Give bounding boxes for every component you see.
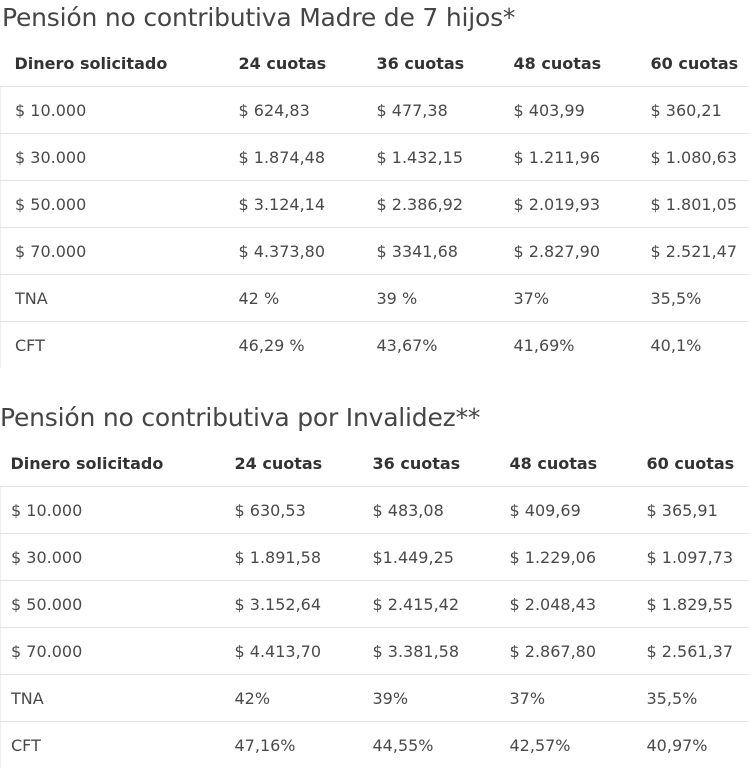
column-header: 24 cuotas xyxy=(234,453,323,473)
table-row: TNA 42% 39% 37% 35,5% xyxy=(0,674,749,722)
value-cell: $ 409,69 xyxy=(497,486,635,534)
value-cell: $ 1.229,06 xyxy=(497,533,635,581)
value-cell: 42,57% xyxy=(497,721,635,768)
value-cell: 47,16% xyxy=(222,721,361,768)
value-cell: $ 2.019,93 xyxy=(497,180,635,228)
value-cell: $ 1.891,58 xyxy=(222,533,361,581)
table-section-invalidez: Pensión no contributiva por Invalidez** … xyxy=(0,400,750,768)
value-cell: 37% xyxy=(497,274,635,322)
value-cell: $ 2.415,42 xyxy=(360,580,498,628)
value-cell: $ 360,21 xyxy=(634,86,749,134)
value-cell: 40,97% xyxy=(634,721,749,768)
value-cell: $ 3.124,14 xyxy=(222,180,361,228)
value-cell: $ 4.413,70 xyxy=(222,627,361,675)
section-title: Pensión no contributiva por Invalidez** xyxy=(0,403,481,432)
row-label-cell: $ 10.000 xyxy=(0,86,223,134)
value-cell: $ 2.561,37 xyxy=(634,627,749,675)
column-header: 48 cuotas xyxy=(509,453,598,473)
table-header-row: Dinero solicitado 24 cuotas 36 cuotas 48 cu… xyxy=(1,440,749,487)
value-cell: $1.449,25 xyxy=(360,533,498,581)
table-row: $ 70.000 $ 4.373,80 $ 3341,68 $ 2.827,90 $ 2… xyxy=(0,227,749,275)
value-cell: 46,29 % xyxy=(222,321,361,368)
column-header: 60 cuotas xyxy=(650,53,739,73)
table-row: $ 50.000 $ 3.152,64 $ 2.415,42 $ 2.048,43 $ … xyxy=(0,580,749,628)
table-row: $ 30.000 $ 1.874,48 $ 1.432,15 $ 1.211,96 $ … xyxy=(0,133,749,181)
column-header: 48 cuotas xyxy=(513,53,602,73)
value-cell: $ 477,38 xyxy=(360,86,498,134)
row-label-cell: $ 30.000 xyxy=(0,133,223,181)
section-title: Pensión no contributiva Madre de 7 hijos… xyxy=(2,3,516,32)
value-cell: 42% xyxy=(222,674,361,722)
cuotas-table: Dinero solicitado 24 cuotas 36 cuotas 48 cu… xyxy=(0,40,749,368)
value-cell: $ 1.829,55 xyxy=(634,580,749,628)
value-cell: $ 2.521,47 xyxy=(634,227,749,275)
value-cell: 39% xyxy=(360,674,498,722)
row-label-cell: TNA xyxy=(0,274,223,322)
value-cell: $ 624,83 xyxy=(222,86,361,134)
column-header: 60 cuotas xyxy=(646,453,735,473)
column-header: 36 cuotas xyxy=(372,453,461,473)
row-label-cell: CFT xyxy=(0,721,223,768)
column-header: Dinero solicitado xyxy=(14,53,168,73)
row-label-cell: CFT xyxy=(0,321,223,368)
value-cell: 42 % xyxy=(222,274,361,322)
row-label-cell: TNA xyxy=(0,674,223,722)
table-row: CFT 47,16% 44,55% 42,57% 40,97% xyxy=(0,721,749,768)
table-row: $ 50.000 $ 3.124,14 $ 2.386,92 $ 2.019,93 $ … xyxy=(0,180,749,228)
row-label-cell: $ 30.000 xyxy=(0,533,223,581)
value-cell: $ 403,99 xyxy=(497,86,635,134)
value-cell: 41,69% xyxy=(497,321,635,368)
value-cell: $ 1.097,73 xyxy=(634,533,749,581)
value-cell: 37% xyxy=(497,674,635,722)
value-cell: $ 4.373,80 xyxy=(222,227,361,275)
value-cell: $ 3.381,58 xyxy=(360,627,498,675)
value-cell: $ 1.801,05 xyxy=(634,180,749,228)
column-header: 36 cuotas xyxy=(376,53,465,73)
row-label-cell: $ 10.000 xyxy=(0,486,223,534)
value-cell: 39 % xyxy=(360,274,498,322)
value-cell: $ 1.080,63 xyxy=(634,133,749,181)
value-cell: $ 630,53 xyxy=(222,486,361,534)
value-cell: $ 2.867,80 xyxy=(497,627,635,675)
value-cell: $ 1.874,48 xyxy=(222,133,361,181)
value-cell: $ 1.211,96 xyxy=(497,133,635,181)
value-cell: $ 2.827,90 xyxy=(497,227,635,275)
value-cell: 43,67% xyxy=(360,321,498,368)
table-row: $ 70.000 $ 4.413,70 $ 3.381,58 $ 2.867,80 $ … xyxy=(0,627,749,675)
value-cell: 44,55% xyxy=(360,721,498,768)
value-cell: $ 3.152,64 xyxy=(222,580,361,628)
table-row: TNA 42 % 39 % 37% 35,5% xyxy=(0,274,749,322)
table-header-row: Dinero solicitado 24 cuotas 36 cuotas 48 cu… xyxy=(1,40,749,87)
column-header: Dinero solicitado xyxy=(10,453,164,473)
value-cell: $ 3341,68 xyxy=(360,227,498,275)
table-row: $ 10.000 $ 624,83 $ 477,38 $ 403,99 $ 360,21 xyxy=(0,86,749,134)
column-header: 24 cuotas xyxy=(238,53,327,73)
table-row: CFT 46,29 % 43,67% 41,69% 40,1% xyxy=(0,321,749,368)
value-cell: 40,1% xyxy=(634,321,749,368)
value-cell: $ 483,08 xyxy=(360,486,498,534)
row-label-cell: $ 50.000 xyxy=(0,180,223,228)
table-section-madre-7-hijos: Pensión no contributiva Madre de 7 hijos… xyxy=(0,0,750,368)
cuotas-table: Dinero solicitado 24 cuotas 36 cuotas 48 cu… xyxy=(0,440,749,768)
row-label-cell: $ 70.000 xyxy=(0,627,223,675)
table-row: $ 30.000 $ 1.891,58 $1.449,25 $ 1.229,06 $ 1… xyxy=(0,533,749,581)
value-cell: $ 1.432,15 xyxy=(360,133,498,181)
row-label-cell: $ 50.000 xyxy=(0,580,223,628)
row-label-cell: $ 70.000 xyxy=(0,227,223,275)
value-cell: $ 365,91 xyxy=(634,486,749,534)
value-cell: $ 2.048,43 xyxy=(497,580,635,628)
table-row: $ 10.000 $ 630,53 $ 483,08 $ 409,69 $ 365,91 xyxy=(0,486,749,534)
value-cell: 35,5% xyxy=(634,274,749,322)
value-cell: 35,5% xyxy=(634,674,749,722)
value-cell: $ 2.386,92 xyxy=(360,180,498,228)
